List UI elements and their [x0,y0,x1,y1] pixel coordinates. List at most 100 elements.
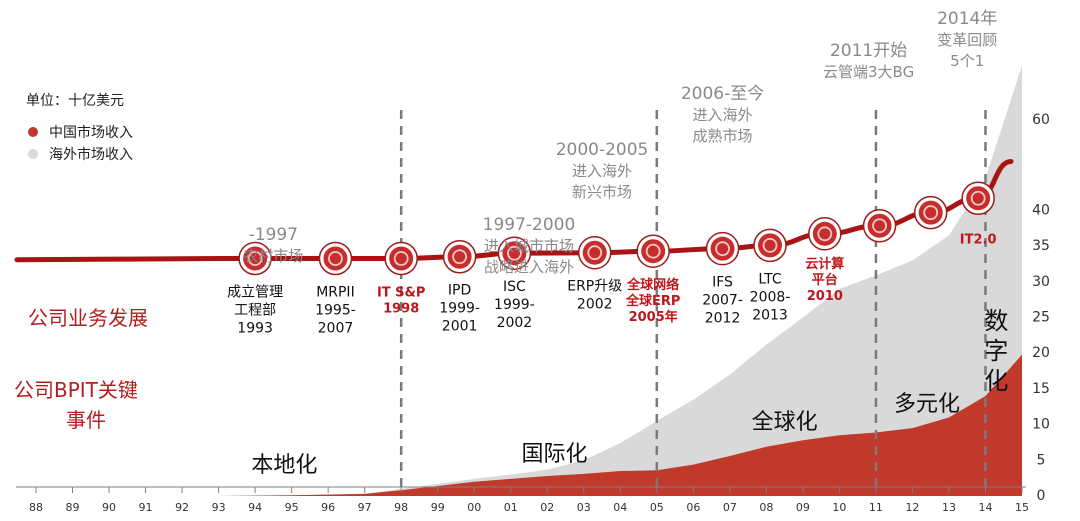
era-label: 进入城市市场 [484,237,574,255]
legend-overseas-label: 海外市场收入 [49,146,133,163]
milestone-label: 2010 [807,289,843,304]
milestone-marker-ring [247,251,263,266]
revenue-areas [36,65,1022,496]
x-tick-labels: 88 89 90 91 92 93 94 95 96 97 98 99 00 01 02 03 04 05 06 07… [29,487,1029,514]
milestone-marker [812,221,837,246]
x-tick-label: 97 [358,501,372,514]
y-tick-labels: 0 5 10 15 20 25 30 35 40 60 [1032,112,1050,504]
x-tick-label: 95 [285,501,299,514]
phase-label: 本地化 [251,453,317,478]
x-tick-label: 99 [431,501,445,514]
legend: 单位：十亿美元 中国市场收入 海外市场收入 [26,93,133,163]
milestone-marker [323,246,348,271]
x-tick-label: 89 [66,501,80,514]
x-tick-label: 01 [504,501,518,514]
era-label: 变革回顾 [937,31,997,49]
milestone-label: 1999- [494,297,535,313]
x-tick-label: 88 [29,501,43,514]
y-tick-label: 0 [1037,488,1046,504]
milestone-label: ERP升级 [567,279,622,295]
legend-china-swatch [28,127,38,137]
phase-label: 全球化 [752,410,818,435]
x-tick-label: 00 [467,501,481,514]
era-label: 2000-2005 [556,140,649,160]
x-tick-label: 15 [1015,501,1029,514]
y-tick-label: 25 [1032,310,1050,326]
x-tick-label: 93 [212,501,226,514]
y-tick-label: 5 [1037,452,1046,468]
era-label: 2006-至今 [681,84,764,104]
x-tick-label: 96 [321,501,335,514]
milestone-label: 2012 [705,311,741,327]
milestone-label: 2007- [702,293,743,309]
era-label: 2011开始 [830,41,907,61]
milestone-label: 1993 [237,321,273,337]
milestone-label: IT S&P [377,286,425,301]
x-tick-label: 10 [832,501,846,514]
milestone-label: 1995- [315,303,356,319]
development-row-label: 公司业务发展 [28,306,148,330]
y-tick-label: 40 [1032,202,1050,218]
milestone-marker-ring [328,251,343,266]
milestone-marker-ring [393,251,409,266]
milestone-label: 云计算 [805,256,844,272]
milestone-label: 2002 [497,315,533,331]
milestone-marker-ring [762,237,778,253]
milestone-label: ISC [503,279,526,295]
legend-overseas-swatch [28,149,38,159]
milestone-marker-ring [715,241,730,257]
y-tick-label: 60 [1032,112,1050,128]
milestone-marker [389,246,414,271]
milestone-label: 成立管理 [227,285,283,301]
milestone-label: MRPII [316,285,355,301]
row-labels: 公司业务发展 公司BPIT关键 事件 [14,306,148,432]
overseas-revenue-area [36,65,1022,496]
era-label: 进入海外 [693,106,753,124]
y-tick-label: 15 [1032,381,1050,397]
milestone-label: 2013 [752,307,788,323]
x-tick-label: 11 [869,501,883,514]
x-tick-label: 03 [577,501,591,514]
milestone-label: 平台 [812,272,838,288]
x-tick-label: 02 [540,501,554,514]
milestone-marker [867,213,892,238]
x-tick-label: 90 [102,501,116,514]
x-tick-label: 13 [942,501,956,514]
milestone-marker-ring [452,249,468,265]
milestone-label: 全球网络 [626,277,679,293]
era-label: 1997-2000 [483,215,576,235]
x-tick-label: 04 [613,501,627,514]
milestone-label: 1998 [383,302,419,317]
milestone-marker [966,186,991,211]
y-tick-label: 10 [1032,417,1050,433]
milestone-marker-ring [872,218,887,234]
milestone-marker [641,239,666,264]
phase-labels: 本地化 国际化 全球化 多元化 数字化 [251,307,1008,478]
milestone-marker-ring [587,245,603,261]
x-tick-label: 94 [248,501,262,514]
phase-label-char: 化 [984,367,1008,395]
era-label: -1997 [249,225,298,245]
milestone-label: IPD [448,283,471,299]
legend-china-label: 中国市场收入 [49,124,133,141]
era-label: 战略进入海外 [484,258,574,276]
milestone-label: 1999- [439,301,480,317]
milestone-label: 2002 [577,297,613,313]
era-label: 云管端3大BG [823,63,914,81]
events-row-label-line2: 事件 [66,408,106,432]
china-revenue-area [36,354,1022,496]
x-tick-label: 98 [394,501,408,514]
era-label: 农村市场 [243,247,303,265]
milestone-marker [582,240,607,265]
x-tick-label: 92 [175,501,189,514]
milestone-label: IFS [712,275,733,291]
milestone-label: LTC [758,271,782,287]
milestone-marker [243,246,268,271]
phase-label-char: 数 [984,307,1008,335]
milestone-marker-ring [970,190,986,206]
era-label: 进入海外 [572,162,632,180]
phase-label: 多元化 [894,392,960,417]
milestone-label: 2001 [442,319,478,335]
